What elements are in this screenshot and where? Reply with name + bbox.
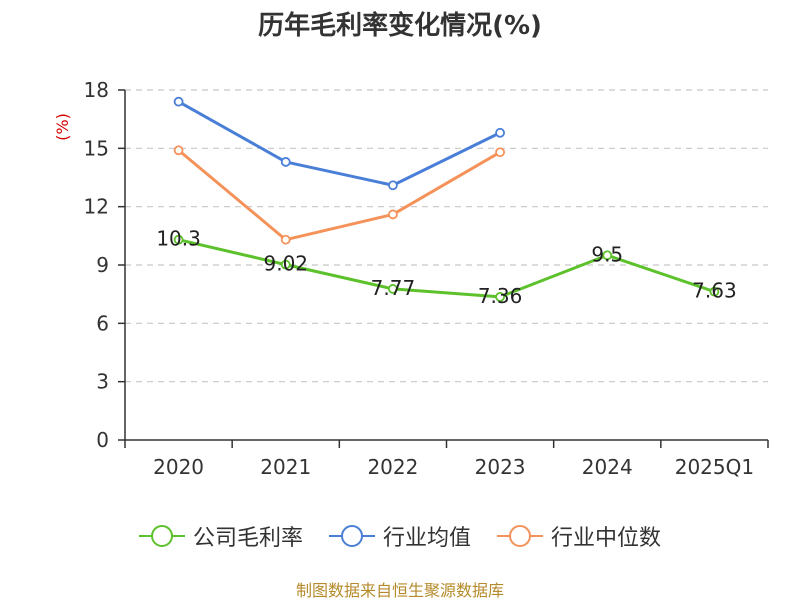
y-tick-label-18: 18 — [84, 78, 109, 102]
legend-swatch-industry-mean — [328, 525, 375, 547]
y-tick-label-0: 0 — [96, 428, 109, 452]
x-tick-label-2025Q1: 2025Q1 — [675, 455, 754, 479]
legend-swatch-industry-median — [497, 525, 543, 547]
data-point-0-2024 — [602, 250, 613, 261]
legend-marker-icon — [509, 525, 531, 547]
data-point-0-2022 — [388, 284, 398, 294]
series-line-1 — [177, 100, 501, 187]
legend: 公司毛利率 行业均值 行业中位数 — [0, 520, 800, 552]
data-point-1-2020 — [173, 96, 184, 107]
data-label-2024: 9.5 — [591, 242, 623, 266]
legend-item-industry-median[interactable]: 行业中位数 — [497, 520, 661, 552]
y-tick-label-12: 12 — [84, 195, 109, 219]
legend-label-industry-median: 行业中位数 — [551, 526, 662, 551]
y-tick-label-9: 9 — [96, 253, 109, 277]
series-line-2 — [177, 149, 501, 242]
source-note: 制图数据来自恒生聚源数据库 — [295, 581, 504, 600]
chart-title: 历年毛利率变化情况(%) — [258, 11, 542, 41]
series-line-0 — [178, 238, 715, 299]
legend-label-company-margin: 公司毛利率 — [192, 526, 303, 551]
data-label-2021: 9.02 — [263, 252, 308, 276]
data-point-1-2022 — [388, 180, 398, 191]
legend-item-company-margin[interactable]: 公司毛利率 — [138, 520, 303, 552]
legend-label-industry-mean: 行业均值 — [382, 526, 471, 551]
y-tick-label-15: 15 — [84, 136, 109, 160]
legend-marker-icon — [150, 525, 173, 547]
data-point-1-2023 — [495, 127, 505, 138]
data-point-0-2023 — [495, 291, 505, 302]
data-point-1-2021 — [280, 157, 291, 167]
legend-marker-icon — [340, 525, 363, 547]
x-tick-label-2021: 2021 — [260, 455, 311, 479]
data-point-2-2021 — [280, 234, 291, 245]
y-tick-label-6: 6 — [96, 311, 109, 335]
x-tick-label-2022: 2022 — [367, 455, 418, 479]
data-point-2-2020 — [173, 145, 184, 156]
legend-swatch-company-margin — [138, 525, 185, 547]
data-label-2023: 7.36 — [478, 284, 523, 308]
data-label-2020: 10.3 — [156, 227, 201, 251]
x-tick-label-2024: 2024 — [582, 455, 633, 479]
data-point-0-2021 — [280, 259, 291, 270]
data-label-2025Q1: 7.63 — [692, 279, 737, 303]
data-label-2022: 7.77 — [371, 276, 416, 300]
legend-item-industry-mean[interactable]: 行业均值 — [328, 520, 471, 552]
y-tick-label-3: 3 — [96, 370, 109, 394]
y-axis-unit-label: (%) — [53, 113, 72, 141]
data-point-2-2023 — [495, 147, 505, 158]
x-tick-label-2020: 2020 — [153, 455, 204, 479]
data-point-2-2022 — [388, 209, 398, 220]
data-point-0-2020 — [173, 234, 184, 245]
data-point-0-2025Q1 — [709, 286, 720, 297]
x-tick-label-2023: 2023 — [475, 455, 526, 479]
